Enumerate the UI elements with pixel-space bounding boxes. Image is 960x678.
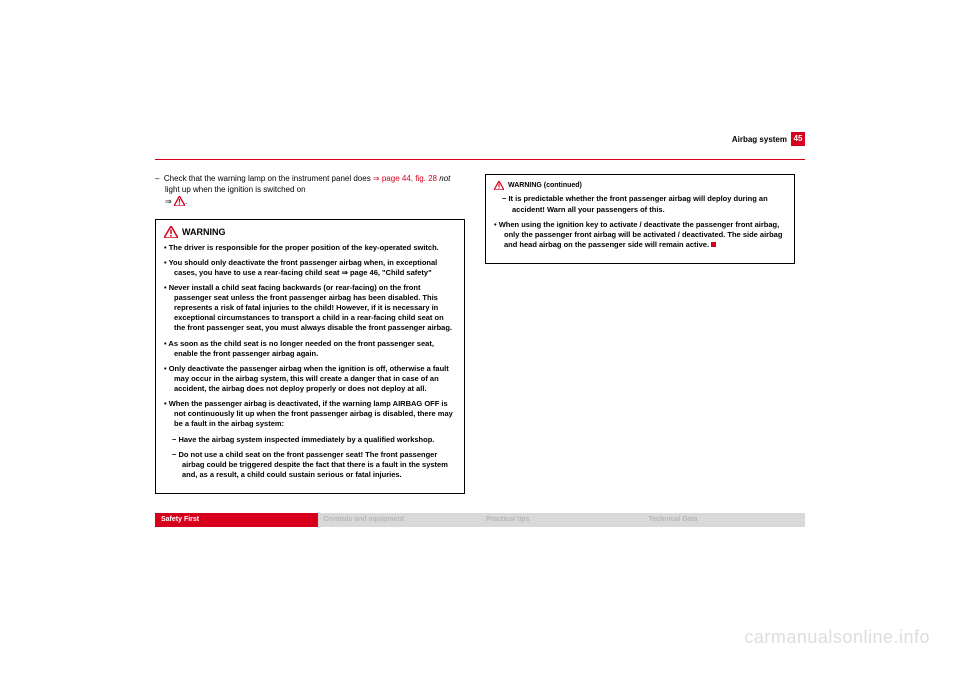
intro-pre: Check that the warning lamp on the instr…	[164, 174, 373, 183]
warning-triangle-icon	[164, 226, 178, 238]
dash: –	[155, 174, 159, 183]
warning-item-text: • When using the ignition key to activat…	[494, 220, 782, 249]
warning-box-left: WARNING • The driver is responsible for …	[155, 219, 465, 494]
page-number: 45	[791, 132, 805, 146]
warning-continued-heading: WARNING (continued)	[494, 181, 786, 190]
left-column: – Check that the warning lamp on the ins…	[155, 174, 465, 494]
header-rule	[155, 159, 805, 160]
intro-ital: not	[437, 174, 450, 183]
tab-practical-tips[interactable]: Practical tips	[480, 513, 643, 527]
end-square-icon	[711, 242, 716, 247]
intro-period: .	[185, 197, 187, 206]
footer-tabs: Safety First Controls and equipment Prac…	[155, 513, 805, 527]
arrow: ⇒	[165, 197, 172, 206]
watermark: carmanualsonline.info	[744, 627, 930, 648]
warning-item: • You should only deactivate the front p…	[164, 258, 456, 278]
page-header: Airbag system 45	[155, 135, 805, 155]
right-column: WARNING (continued) − It is predictable …	[485, 174, 795, 494]
warning-heading: WARNING	[164, 226, 456, 238]
warning-subitem: − Do not use a child seat on the front p…	[164, 450, 456, 480]
page-content: Airbag system 45 – Check that the warnin…	[155, 135, 805, 494]
page-ref-link[interactable]: ⇒ page 44, fig. 28	[373, 174, 437, 183]
warning-item: • When the passenger airbag is deactivat…	[164, 399, 456, 429]
warning-continued-title: WARNING (continued)	[508, 181, 582, 190]
warning-item: • Only deactivate the passenger airbag w…	[164, 364, 456, 394]
tab-technical-data[interactable]: Technical Data	[643, 513, 806, 527]
warning-triangle-icon	[174, 196, 185, 206]
warning-triangle-icon	[494, 181, 504, 190]
intro-paragraph: – Check that the warning lamp on the ins…	[155, 174, 465, 207]
tab-controls-equipment[interactable]: Controls and equipment	[318, 513, 481, 527]
warning-item: • When using the ignition key to activat…	[494, 220, 786, 250]
intro-post1: light up when the ignition is switched o…	[165, 185, 306, 194]
warning-item: • As soon as the child seat is no longer…	[164, 339, 456, 359]
warning-item: • Never install a child seat facing back…	[164, 283, 456, 334]
warning-item: • The driver is responsible for the prop…	[164, 243, 456, 253]
section-title: Airbag system	[732, 135, 787, 144]
warning-subitem: − Have the airbag system inspected immed…	[164, 435, 456, 445]
tab-safety-first[interactable]: Safety First	[155, 513, 318, 527]
warning-subitem: − It is predictable whether the front pa…	[494, 194, 786, 214]
warning-box-right: WARNING (continued) − It is predictable …	[485, 174, 795, 264]
text-columns: – Check that the warning lamp on the ins…	[155, 174, 805, 494]
warning-title: WARNING	[182, 226, 226, 238]
